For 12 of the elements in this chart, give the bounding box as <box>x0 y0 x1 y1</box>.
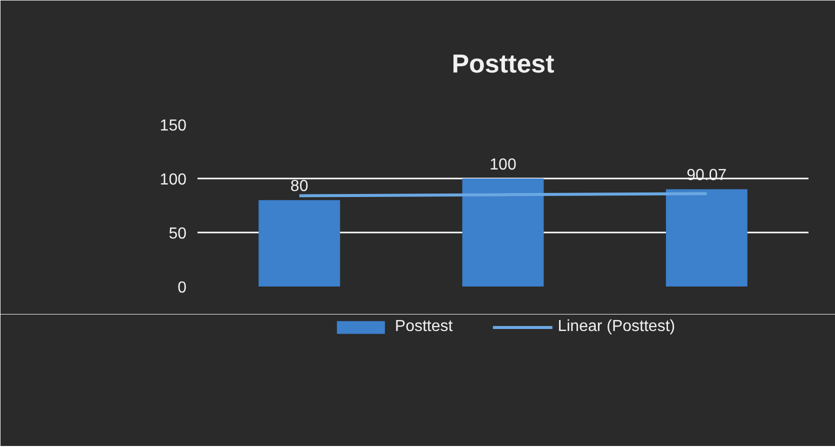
legend-label: Posttest <box>394 318 453 336</box>
bar <box>258 200 340 286</box>
data-label: 80 <box>290 178 308 196</box>
chart-title: Posttest <box>452 48 555 78</box>
y-tick-label: 0 <box>178 280 187 296</box>
bar <box>462 178 544 286</box>
y-tick-label: 150 <box>160 118 187 134</box>
y-tick-label: 100 <box>160 172 187 188</box>
legend-label: Linear (Posttest) <box>558 318 676 336</box>
data-label: 100 <box>490 156 516 174</box>
y-tick-label: 50 <box>168 226 187 242</box>
bar <box>666 189 748 286</box>
